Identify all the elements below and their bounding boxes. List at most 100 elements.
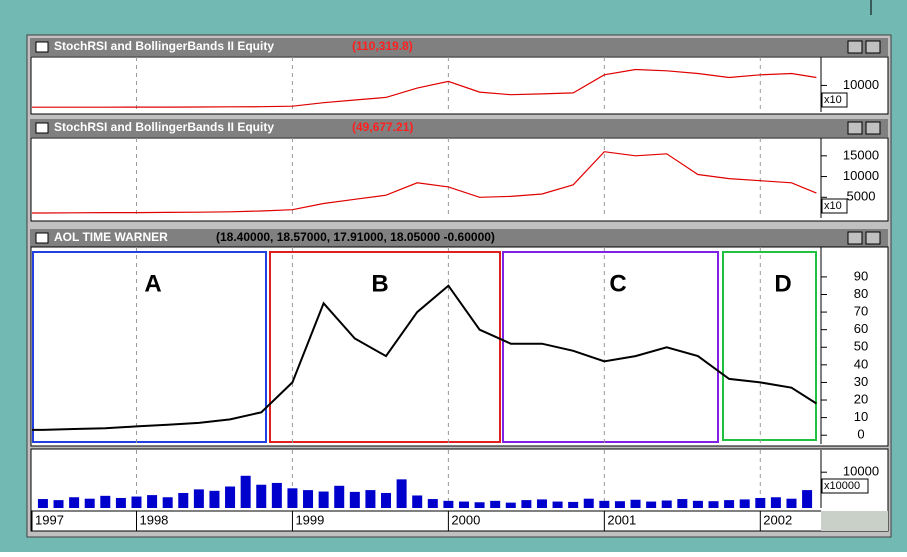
- volume-bar: [225, 486, 236, 508]
- volume-bar: [583, 498, 594, 508]
- title-bar-2: StochRSI and BollingerBands II Equity (4…: [30, 119, 888, 137]
- close-button[interactable]: [865, 121, 881, 135]
- region-box: [32, 251, 267, 443]
- series-line: [32, 68, 817, 108]
- restore-button[interactable]: [847, 121, 863, 135]
- volume-bar: [53, 500, 64, 508]
- y-tick-label: 70: [854, 304, 868, 319]
- close-button[interactable]: [865, 40, 881, 54]
- restore-button[interactable]: [847, 40, 863, 54]
- scale-label: x10: [824, 94, 842, 106]
- volume-bar: [162, 497, 173, 508]
- region-box: [722, 251, 817, 441]
- panel-title: AOL TIME WARNER: [54, 230, 168, 244]
- region-label: D: [774, 270, 791, 297]
- x-tick-label: 1998: [139, 512, 168, 527]
- volume-bar: [770, 497, 781, 508]
- volume-bar: [84, 498, 95, 508]
- volume-bar: [147, 495, 158, 508]
- volume-bar: [209, 490, 220, 508]
- volume-bar: [458, 501, 469, 508]
- scale-label: x10000: [824, 480, 860, 492]
- panel-value: (18.40000, 18.57000, 17.91000, 18.05000 …: [216, 230, 495, 244]
- volume-bar: [661, 500, 672, 508]
- scale-box: [821, 198, 848, 214]
- region-box: [502, 251, 719, 443]
- volume-bar: [100, 495, 111, 508]
- volume-bar: [427, 499, 438, 508]
- volume-bar: [599, 500, 610, 508]
- x-tick-label: 2001: [607, 512, 636, 527]
- volume-bar: [37, 499, 48, 508]
- panel-value: (110,319.8): [352, 39, 413, 53]
- volume-bar: [692, 500, 703, 508]
- volume-bar: [443, 500, 454, 508]
- volume-bar: [677, 499, 688, 508]
- scale-box: [821, 478, 869, 494]
- volume-bar: [318, 491, 329, 508]
- y-tick-label: 10000: [843, 168, 879, 183]
- region-label: B: [371, 270, 388, 297]
- volume-bar: [349, 491, 360, 508]
- volume-bar: [334, 485, 345, 508]
- volume-bar: [381, 492, 392, 508]
- y-tick-label: 60: [854, 321, 868, 336]
- volume-bar: [178, 492, 189, 508]
- panel-title: StochRSI and BollingerBands II Equity: [54, 39, 274, 53]
- y-tick-label: 40: [854, 356, 868, 371]
- title-bar-3: AOL TIME WARNER (18.40000, 18.57000, 17.…: [30, 229, 888, 247]
- x-tick-label: 2002: [763, 512, 792, 527]
- region-box: [269, 251, 501, 443]
- y-tick-label: 10: [854, 409, 868, 424]
- plot-area: [30, 137, 889, 222]
- x-tick-label: 1997: [35, 512, 64, 527]
- title-bar-1: StochRSI and BollingerBands II Equity (1…: [30, 38, 888, 56]
- y-tick-label: 5000: [847, 189, 876, 204]
- corner: [821, 511, 888, 531]
- volume-bar: [739, 499, 750, 508]
- restore-button[interactable]: [847, 231, 863, 245]
- volume-bar: [303, 490, 314, 508]
- y-tick-label: 20: [854, 391, 868, 406]
- volume-bar: [490, 500, 501, 508]
- volume-bar: [474, 502, 485, 508]
- region-label: C: [609, 270, 626, 297]
- scale-box: [821, 92, 848, 108]
- volume-bar: [365, 490, 376, 508]
- series-line: [32, 284, 817, 431]
- volume-bar: [521, 500, 532, 508]
- y-tick-label: 80: [854, 286, 868, 301]
- volume-bar: [646, 501, 657, 508]
- x-tick-label: 1999: [295, 512, 324, 527]
- volume-bar: [755, 497, 766, 508]
- close-button[interactable]: [865, 231, 881, 245]
- volume-bar: [256, 484, 267, 508]
- y-tick-label: 50: [854, 339, 868, 354]
- volume-bar: [131, 496, 142, 508]
- volume-bar: [724, 500, 735, 508]
- volume-bar: [505, 502, 516, 508]
- y-tick-label: 10000: [843, 464, 879, 479]
- volume-bar: [614, 501, 625, 508]
- volume-bar: [271, 482, 282, 508]
- volume-bar: [552, 501, 563, 508]
- volume-bar: [69, 497, 80, 508]
- panel-value: (49,677.21): [352, 120, 413, 134]
- y-tick-label: 90: [854, 268, 868, 283]
- series-line: [32, 151, 817, 214]
- y-tick-label: 10000: [843, 77, 879, 92]
- volume-bar: [568, 501, 579, 508]
- volume-bar: [786, 498, 797, 508]
- y-tick-label: 15000: [843, 147, 879, 162]
- region-label: A: [144, 270, 161, 297]
- plot-area: [30, 448, 889, 532]
- scale-label: x10: [824, 200, 842, 212]
- x-tick-label: 2000: [451, 512, 480, 527]
- y-tick-label: 30: [854, 374, 868, 389]
- panel-title: StochRSI and BollingerBands II Equity: [54, 120, 274, 134]
- volume-bar: [240, 475, 251, 508]
- volume-bar: [287, 488, 298, 508]
- volume-bar: [115, 497, 126, 508]
- plot-area: [30, 246, 889, 447]
